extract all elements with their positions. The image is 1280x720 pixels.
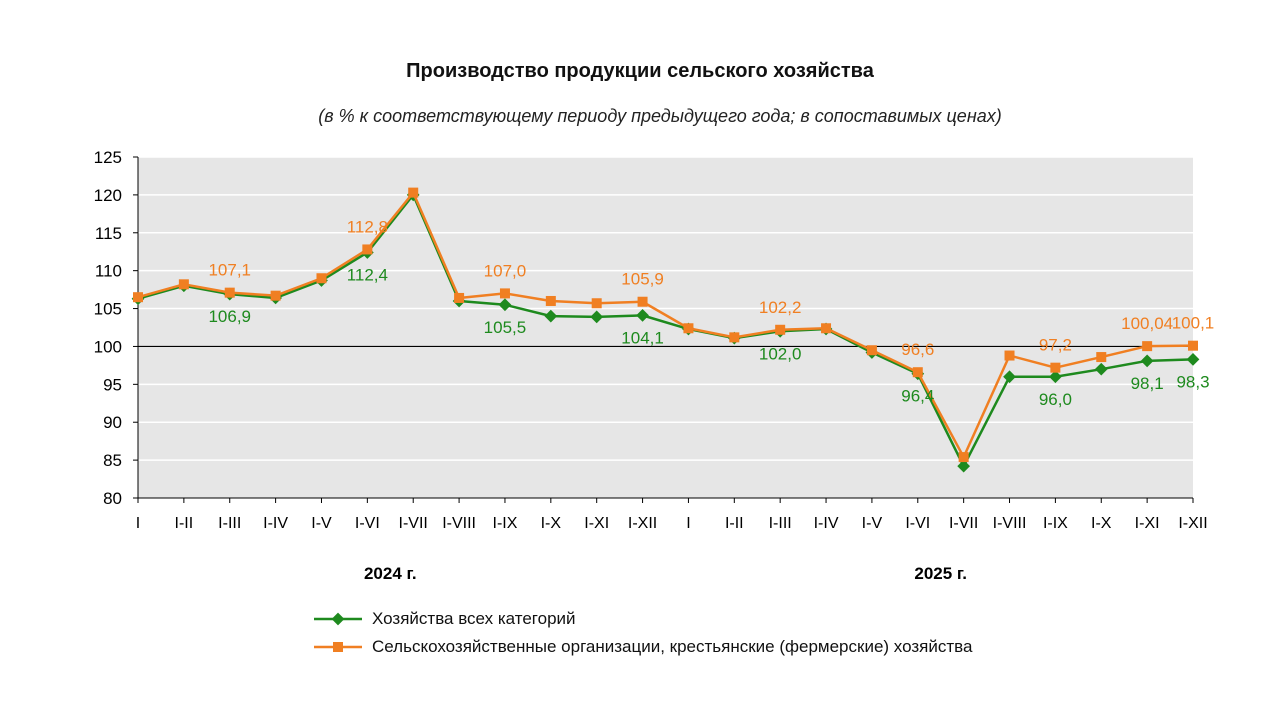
data-label: 105,9 — [621, 270, 664, 289]
data-point — [775, 324, 786, 335]
data-point — [683, 323, 694, 334]
data-point — [821, 323, 832, 334]
data-label: 96,6 — [901, 340, 934, 359]
data-point — [408, 187, 419, 198]
data-label: 107,1 — [208, 261, 251, 280]
x-tick-label: I-V — [311, 515, 332, 532]
data-point — [729, 332, 740, 343]
x-tick-label: I-II — [175, 515, 194, 532]
data-label: 96,0 — [1039, 390, 1072, 409]
y-tick-label: 120 — [94, 186, 122, 205]
y-tick-label: 125 — [94, 148, 122, 167]
x-tick-label: I-VII — [399, 515, 428, 532]
data-point — [178, 279, 189, 290]
data-point — [270, 290, 281, 301]
data-point — [133, 292, 143, 303]
x-tick-label: I-XII — [1178, 515, 1207, 532]
data-label: 112,4 — [347, 265, 388, 284]
legend-marker-square-icon — [314, 642, 362, 652]
x-tick-label: I — [136, 515, 140, 532]
x-tick-label: I-XII — [628, 515, 657, 532]
data-label: 96,4 — [901, 387, 934, 406]
x-tick-label: I-X — [1091, 515, 1112, 532]
x-tick-label: I-V — [862, 515, 883, 532]
data-point — [1096, 352, 1107, 363]
data-point — [1004, 350, 1015, 361]
x-tick-label: I-IV — [814, 515, 839, 532]
chart-subtitle: (в % к соответствующему периоду предыдущ… — [318, 106, 1002, 126]
x-tick-label: I-IV — [263, 515, 288, 532]
data-point — [316, 273, 327, 284]
legend-marker-diamond-icon — [314, 612, 362, 626]
x-tick-label: I-VI — [355, 515, 380, 532]
plot-background — [138, 157, 1193, 498]
data-point — [1050, 362, 1061, 373]
data-point — [866, 345, 877, 356]
x-tick-label: I-II — [725, 515, 744, 532]
data-label: 98,3 — [1176, 372, 1209, 391]
data-label: 98,1 — [1131, 374, 1164, 393]
data-label: 102,2 — [759, 298, 802, 317]
x-tick-label: I — [686, 515, 690, 532]
y-tick-label: 95 — [103, 375, 122, 394]
data-point — [224, 287, 235, 298]
legend-item-organizations: Сельскохозяйственные организации, кресть… — [314, 637, 972, 657]
data-label: 106,9 — [208, 307, 251, 326]
data-point — [637, 296, 648, 307]
data-point — [912, 367, 923, 378]
y-tick-label: 110 — [95, 262, 122, 281]
data-point — [958, 452, 969, 463]
data-point — [1142, 341, 1153, 352]
x-tick-label: I-VI — [905, 515, 930, 532]
series-line — [137, 191, 1194, 459]
y-tick-label: 80 — [103, 489, 122, 508]
x-tick-label: I-VII — [949, 515, 978, 532]
data-label: 100,04 — [1121, 314, 1173, 333]
y-tick-label: 100 — [94, 337, 122, 356]
data-point — [362, 244, 373, 255]
data-point — [545, 295, 556, 306]
x-tick-label: I-X — [541, 515, 562, 532]
x-tick-label: I-VIII — [993, 515, 1027, 532]
y-tick-label: 105 — [94, 300, 122, 319]
x-tick-label: I-XI — [1135, 515, 1160, 532]
y-tick-label: 115 — [95, 224, 122, 243]
data-point — [1188, 340, 1198, 351]
data-point — [499, 288, 510, 299]
data-label: 107,0 — [484, 261, 527, 280]
x-tick-label: I-IX — [493, 515, 518, 532]
series-line — [137, 193, 1194, 468]
x-tick-label: I-VIII — [442, 515, 476, 532]
year-label: 2025 г. — [914, 564, 967, 583]
y-tick-label: 90 — [103, 413, 122, 432]
data-point — [454, 292, 465, 303]
data-label: 102,0 — [759, 344, 802, 363]
data-label: 100,1 — [1172, 314, 1215, 333]
data-label: 112,8 — [347, 217, 388, 236]
year-label: 2024 г. — [364, 564, 417, 583]
chart-title: Производство продукции сельского хозяйст… — [406, 60, 874, 82]
data-point — [591, 298, 602, 309]
data-label: 104,1 — [621, 328, 664, 347]
data-label: 105,5 — [484, 318, 527, 337]
data-point — [498, 298, 512, 312]
x-tick-label: I-III — [769, 515, 792, 532]
series-2 — [133, 187, 1198, 463]
x-tick-label: I-III — [218, 515, 241, 532]
legend-label-all-categories: Хозяйства всех категорий — [372, 609, 576, 628]
x-tick-label: I-IX — [1043, 515, 1068, 532]
y-tick-label: 85 — [103, 451, 122, 470]
data-label: 97,2 — [1039, 336, 1072, 355]
x-tick-label: I-XI — [584, 515, 609, 532]
legend-item-all-categories: Хозяйства всех категорий — [314, 609, 576, 629]
legend-label-organizations: Сельскохозяйственные организации, кресть… — [372, 637, 973, 656]
